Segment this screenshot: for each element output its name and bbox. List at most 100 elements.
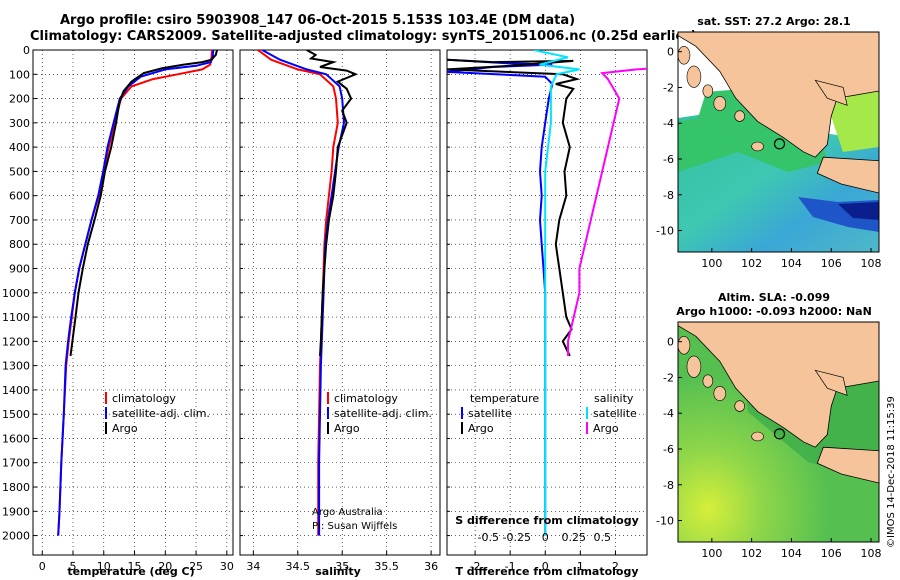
offshore-island (751, 431, 764, 442)
salinity-axes-frame (239, 49, 441, 556)
lon-tick-label: 102 (741, 257, 762, 270)
salinity-xlabel: salinity (315, 565, 361, 578)
credit-line-1: Argo Australia (312, 507, 383, 518)
sla-map-title-1: Altim. SLA: -0.099 (718, 291, 830, 304)
lat-tick-label: -10 (656, 225, 674, 238)
series-line-t-satellite (447, 58, 554, 536)
map-frame (677, 31, 880, 253)
series-line-satellite-adj-clim- (261, 50, 346, 536)
difference-xlabel: T difference from climatology (455, 565, 638, 578)
sst-warm-patch-east (828, 90, 879, 152)
offshore-island (678, 336, 691, 355)
java-landmass (816, 446, 879, 484)
salinity-panel: 34 34.5 35 35.5 36 salinity climatology sate… (239, 49, 441, 578)
x-tick-label: 0 (39, 560, 46, 573)
legend-label-argo: Argo (334, 422, 360, 435)
lat-tick-label: -6 (663, 153, 674, 166)
x-tick-label: 2 (612, 560, 619, 573)
y-tick-label: 100 (9, 68, 30, 81)
x-tick-label: 20 (158, 560, 172, 573)
y-tick-label: 500 (9, 165, 30, 178)
y-tick-label: 1500 (2, 408, 30, 421)
offshore-island (702, 84, 714, 98)
lat-tick-label: -8 (663, 479, 674, 492)
temperature-panel: 0100200300400500600700800900100011001200… (2, 44, 234, 578)
title-line-1: Argo profile: csiro 5903908_147 06-Oct-2… (60, 13, 576, 28)
lon-tick-label: 108 (861, 547, 882, 560)
legend-label-argo: Argo (112, 422, 138, 435)
temperature-legend: climatology satellite-adj. clim. Argo (105, 392, 210, 435)
lon-tick-label: 106 (821, 257, 842, 270)
series-line-t-argo (447, 58, 581, 357)
bangka-island (814, 79, 848, 106)
s-diff-tick-label: -0.25 (503, 531, 531, 544)
y-tick-label: 1900 (2, 505, 30, 518)
temperature-xlabel: temperature (deg C) (67, 565, 194, 578)
temperature-axes-frame (32, 49, 234, 556)
legend-label-climatology: climatology (112, 392, 176, 405)
sla-map-panel: Altim. SLA: -0.099 Argo h1000: -0.093 h2… (656, 291, 882, 560)
y-tick-label: 800 (9, 238, 30, 251)
x-tick-label: 25 (189, 560, 203, 573)
legend-label-s-satellite: satellite (593, 407, 637, 420)
x-tick-label: 10 (97, 560, 111, 573)
legend-label-satellite: satellite-adj. clim. (112, 407, 210, 420)
legend-label-climatology: climatology (334, 392, 398, 405)
s-diff-tick-label: -0.5 (478, 531, 499, 544)
series-line-s-argo (567, 67, 647, 356)
x-tick-label: 15 (128, 560, 142, 573)
offshore-island (702, 374, 714, 388)
lat-tick-label: -8 (663, 189, 674, 202)
x-tick-label: 5 (70, 560, 77, 573)
argo-float-position (773, 428, 786, 440)
y-tick-label: 900 (9, 263, 30, 276)
x-tick-label: 30 (220, 560, 234, 573)
map-frame (677, 321, 880, 543)
offshore-island (686, 65, 702, 88)
lat-tick-label: -2 (663, 81, 674, 94)
difference-panel: -2 -1 0 1 2 -0.5 -0.25 0 0.25 0.5 T difference fr… (446, 49, 648, 578)
offshore-island (686, 355, 702, 378)
offshore-island (734, 110, 745, 122)
lon-tick-label: 100 (701, 257, 722, 270)
series-line-argo (306, 50, 359, 356)
sst-map-panel: sat. SST: 27.2 Argo: 28.1 100 102 104 106 10… (656, 15, 882, 270)
lat-tick-label: -4 (663, 117, 674, 130)
y-tick-label: 1600 (2, 432, 30, 445)
x-tick-label: 35 (335, 560, 349, 573)
sumatra-landmass (678, 322, 879, 448)
y-tick-label: 1700 (2, 457, 30, 470)
y-tick-label: 200 (9, 93, 30, 106)
difference-xlabel-2: S difference from climatology (455, 514, 639, 527)
series-line-satellite-adj-clim- (57, 50, 215, 536)
legend-label-satellite: satellite-adj. clim. (334, 407, 432, 420)
y-tick-label: 1800 (2, 481, 30, 494)
series-line-s-satellite (533, 50, 580, 536)
lat-tick-label: -10 (656, 515, 674, 528)
offshore-island (751, 141, 764, 152)
y-tick-label: 1300 (2, 360, 30, 373)
y-tick-label: 0 (23, 44, 30, 57)
x-tick-label: 34.5 (286, 560, 311, 573)
legend-label-t-satellite: satellite (468, 407, 512, 420)
offshore-island (678, 46, 691, 65)
y-tick-label: 1100 (2, 311, 30, 324)
legend-title-temperature: temperature (470, 392, 539, 405)
title-line-2: Climatology: CARS2009. Satellite-adjuste… (30, 29, 697, 44)
x-tick-label: 34 (246, 560, 260, 573)
y-tick-label: 600 (9, 190, 30, 203)
offshore-island (713, 96, 727, 111)
lat-tick-label: -2 (663, 371, 674, 384)
s-diff-tick-label: 0 (542, 531, 549, 544)
salinity-legend: climatology satellite-adj. clim. Argo (327, 392, 432, 435)
s-diff-tick-label: 0.25 (561, 531, 586, 544)
offshore-island (713, 386, 727, 401)
sumatra-landmass (678, 32, 879, 158)
lat-tick-label: 0 (667, 46, 674, 59)
lat-tick-label: -6 (663, 443, 674, 456)
s-diff-tick-label: 0.5 (593, 531, 611, 544)
sla-map (678, 322, 879, 542)
lat-tick-label: 0 (667, 336, 674, 349)
x-tick-label: 0 (542, 560, 549, 573)
